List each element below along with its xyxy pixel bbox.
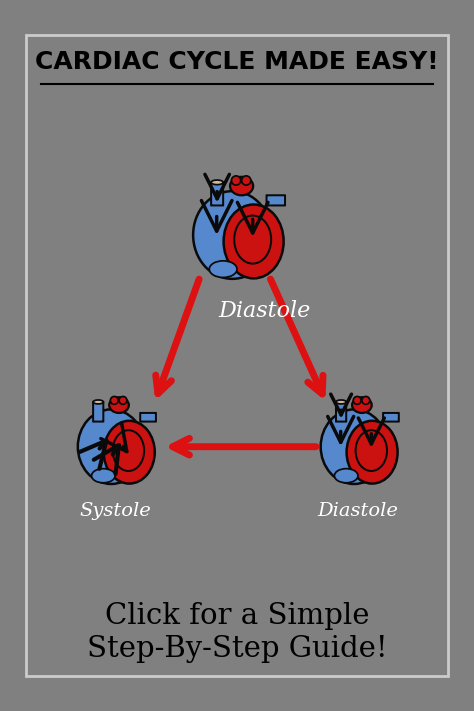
Ellipse shape — [352, 397, 372, 413]
Text: Diastole: Diastole — [318, 502, 399, 520]
Ellipse shape — [211, 180, 223, 185]
Ellipse shape — [335, 469, 358, 483]
Text: CARDIAC CYCLE MADE EASY!: CARDIAC CYCLE MADE EASY! — [35, 50, 439, 74]
Ellipse shape — [91, 469, 115, 483]
Ellipse shape — [113, 430, 144, 471]
Ellipse shape — [193, 191, 272, 279]
Ellipse shape — [336, 400, 346, 404]
Ellipse shape — [353, 397, 361, 405]
Ellipse shape — [231, 176, 241, 185]
FancyBboxPatch shape — [93, 402, 103, 422]
Ellipse shape — [210, 261, 237, 277]
FancyBboxPatch shape — [336, 402, 346, 422]
Ellipse shape — [224, 205, 283, 279]
Ellipse shape — [78, 410, 145, 484]
Ellipse shape — [230, 177, 253, 196]
Ellipse shape — [109, 397, 129, 413]
Ellipse shape — [321, 410, 387, 484]
Ellipse shape — [93, 400, 103, 404]
Ellipse shape — [346, 421, 398, 483]
Ellipse shape — [119, 397, 127, 405]
Text: Systole: Systole — [79, 502, 151, 520]
Ellipse shape — [234, 215, 271, 264]
Text: Step-By-Step Guide!: Step-By-Step Guide! — [87, 635, 387, 663]
FancyBboxPatch shape — [140, 413, 156, 422]
Ellipse shape — [104, 421, 155, 483]
Text: Click for a Simple: Click for a Simple — [105, 602, 369, 631]
FancyBboxPatch shape — [266, 196, 285, 205]
FancyBboxPatch shape — [211, 182, 223, 205]
Ellipse shape — [362, 397, 370, 405]
Text: Diastole: Diastole — [219, 299, 311, 321]
Ellipse shape — [110, 397, 118, 405]
Ellipse shape — [356, 430, 387, 471]
Ellipse shape — [242, 176, 251, 185]
FancyBboxPatch shape — [383, 413, 399, 422]
